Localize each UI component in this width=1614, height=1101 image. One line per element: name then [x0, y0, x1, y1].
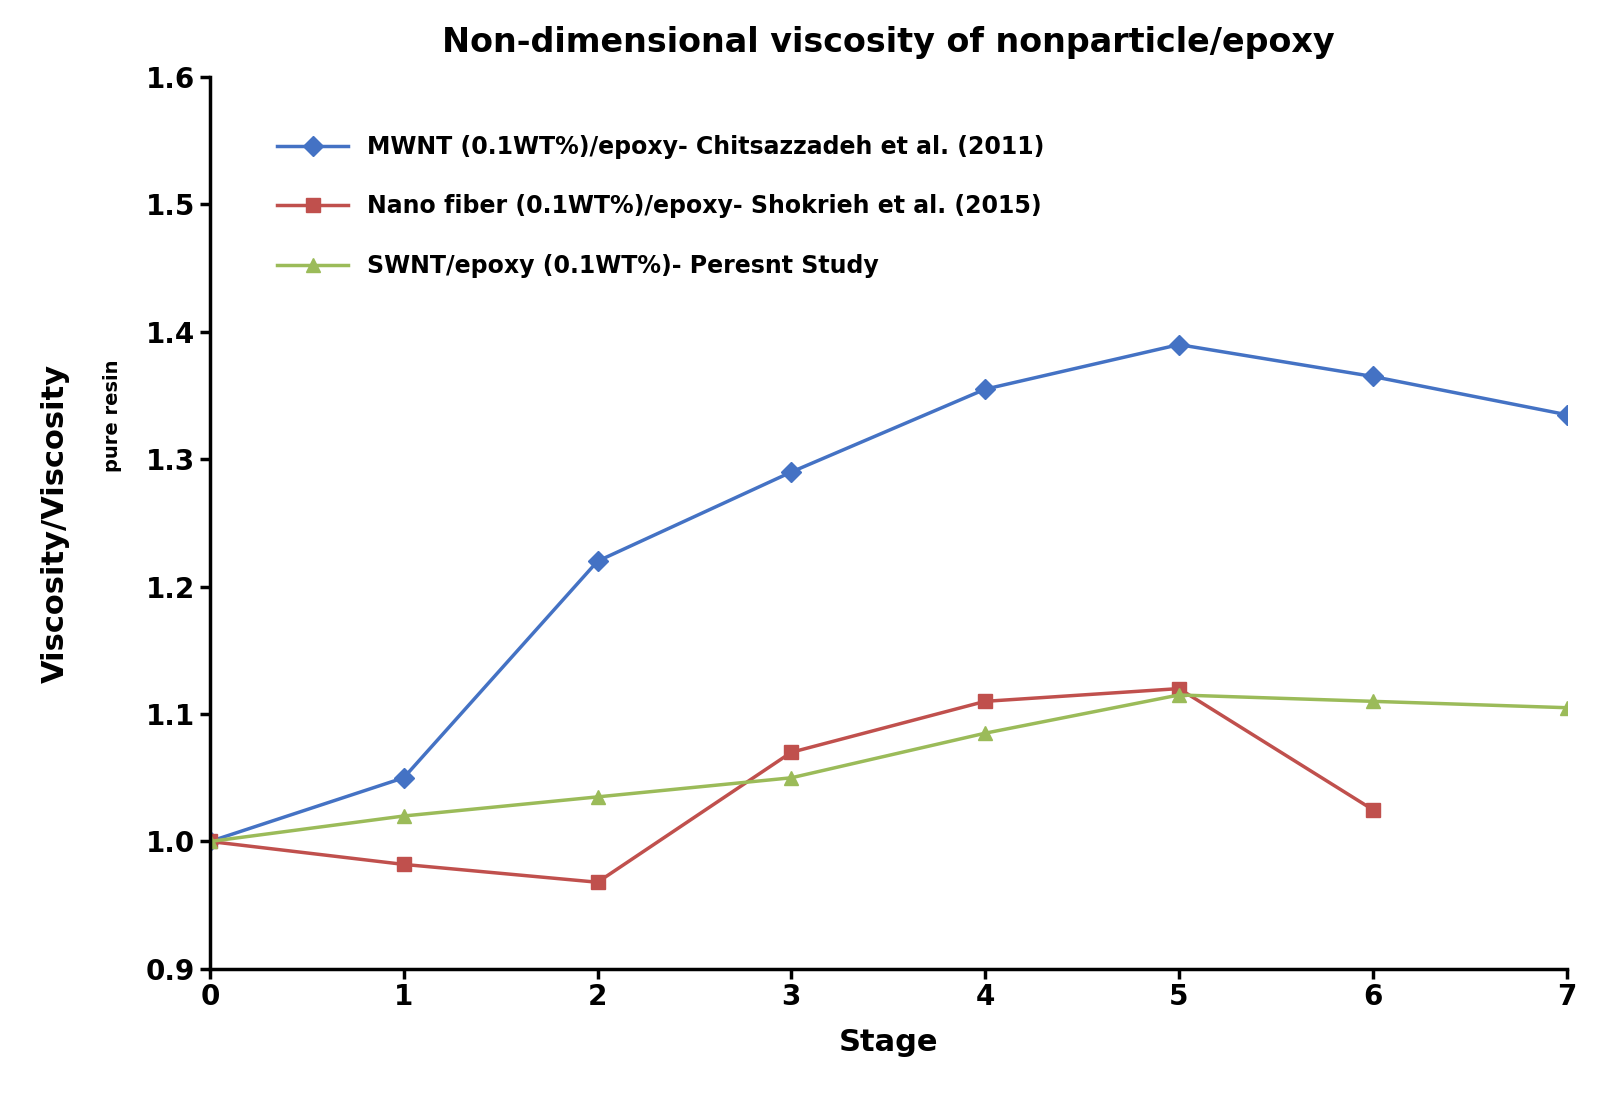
X-axis label: Stage: Stage — [838, 1028, 938, 1057]
Line: Nano fiber (0.1WT%)/epoxy- Shokrieh et al. (2015): Nano fiber (0.1WT%)/epoxy- Shokrieh et a… — [203, 682, 1378, 890]
SWNT/epoxy (0.1WT%)- Peresnt Study — [200, 835, 220, 848]
MWNT (0.1WT%)/epoxy- Chitsazzadeh et al. (2011) — [1362, 370, 1382, 383]
Y-axis label: Viscosity/Viscosity: Viscosity/Viscosity — [40, 363, 69, 683]
MWNT (0.1WT%)/epoxy- Chitsazzadeh et al. (2011) — [1556, 408, 1575, 422]
SWNT/epoxy (0.1WT%)- Peresnt Study — [394, 809, 413, 822]
Nano fiber (0.1WT%)/epoxy- Shokrieh et al. (2015) — [1169, 682, 1188, 695]
Title: Non-dimensional viscosity of nonparticle/epoxy: Non-dimensional viscosity of nonparticle… — [442, 26, 1333, 59]
Line: SWNT/epoxy (0.1WT%)- Peresnt Study: SWNT/epoxy (0.1WT%)- Peresnt Study — [203, 688, 1572, 849]
SWNT/epoxy (0.1WT%)- Peresnt Study — [1556, 701, 1575, 715]
Nano fiber (0.1WT%)/epoxy- Shokrieh et al. (2015) — [975, 695, 994, 708]
SWNT/epoxy (0.1WT%)- Peresnt Study — [975, 727, 994, 740]
MWNT (0.1WT%)/epoxy- Chitsazzadeh et al. (2011) — [781, 466, 801, 479]
SWNT/epoxy (0.1WT%)- Peresnt Study — [587, 791, 607, 804]
Nano fiber (0.1WT%)/epoxy- Shokrieh et al. (2015) — [200, 835, 220, 848]
Nano fiber (0.1WT%)/epoxy- Shokrieh et al. (2015) — [394, 858, 413, 871]
MWNT (0.1WT%)/epoxy- Chitsazzadeh et al. (2011) — [1169, 338, 1188, 351]
MWNT (0.1WT%)/epoxy- Chitsazzadeh et al. (2011) — [975, 383, 994, 396]
SWNT/epoxy (0.1WT%)- Peresnt Study — [781, 771, 801, 784]
Text: pure resin: pure resin — [103, 360, 121, 472]
MWNT (0.1WT%)/epoxy- Chitsazzadeh et al. (2011) — [394, 771, 413, 784]
Nano fiber (0.1WT%)/epoxy- Shokrieh et al. (2015) — [781, 745, 801, 759]
Nano fiber (0.1WT%)/epoxy- Shokrieh et al. (2015) — [587, 875, 607, 889]
Nano fiber (0.1WT%)/epoxy- Shokrieh et al. (2015) — [1362, 803, 1382, 816]
MWNT (0.1WT%)/epoxy- Chitsazzadeh et al. (2011) — [200, 835, 220, 848]
SWNT/epoxy (0.1WT%)- Peresnt Study — [1169, 688, 1188, 701]
MWNT (0.1WT%)/epoxy- Chitsazzadeh et al. (2011) — [587, 555, 607, 568]
Line: MWNT (0.1WT%)/epoxy- Chitsazzadeh et al. (2011): MWNT (0.1WT%)/epoxy- Chitsazzadeh et al.… — [203, 338, 1572, 849]
SWNT/epoxy (0.1WT%)- Peresnt Study — [1362, 695, 1382, 708]
Legend: MWNT (0.1WT%)/epoxy- Chitsazzadeh et al. (2011), Nano fiber (0.1WT%)/epoxy- Shok: MWNT (0.1WT%)/epoxy- Chitsazzadeh et al.… — [249, 107, 1072, 306]
